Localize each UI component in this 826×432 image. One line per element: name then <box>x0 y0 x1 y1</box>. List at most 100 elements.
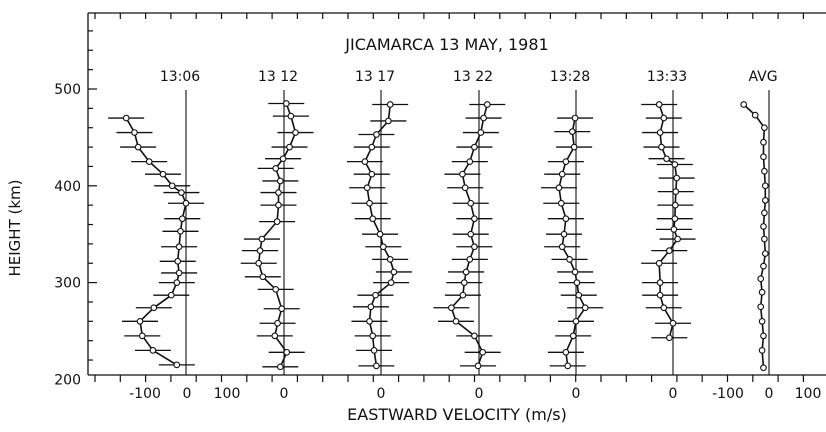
data-point <box>471 332 478 340</box>
data-point <box>674 235 681 243</box>
data-point <box>386 256 394 263</box>
data-point <box>467 230 475 238</box>
data-point <box>483 101 491 108</box>
data-point <box>149 347 157 354</box>
x-tick-label: 0 <box>377 386 386 402</box>
data-point <box>276 363 284 371</box>
data-point <box>177 227 184 235</box>
data-point <box>459 291 467 299</box>
data-point <box>761 167 768 175</box>
data-point <box>471 215 478 223</box>
series-label: 13:06 <box>160 69 200 85</box>
data-point <box>466 256 474 263</box>
data-point <box>761 196 769 204</box>
data-point <box>271 332 279 340</box>
data-point <box>558 243 566 251</box>
data-point <box>761 182 769 190</box>
y-tick-label: 400 <box>54 179 81 195</box>
data-point <box>167 291 175 299</box>
y-tick-label: 300 <box>54 276 81 292</box>
data-point <box>658 143 665 151</box>
data-point <box>367 303 375 311</box>
data-point <box>373 362 380 370</box>
data-point <box>276 177 284 185</box>
data-point <box>560 230 568 238</box>
data-point <box>660 114 668 122</box>
data-point <box>178 189 185 196</box>
series-label: 13:33 <box>647 69 687 85</box>
data-point <box>760 223 767 230</box>
data-point <box>564 362 572 370</box>
data-point <box>273 218 281 225</box>
data-point <box>656 279 664 286</box>
data-point <box>461 184 469 192</box>
data-point <box>758 317 766 325</box>
data-point <box>368 143 376 151</box>
data-point <box>368 170 376 178</box>
data-point <box>272 286 280 293</box>
data-point <box>138 332 146 340</box>
data-point <box>173 279 181 286</box>
x-tick-label: 0 <box>280 386 289 402</box>
data-point <box>363 184 371 192</box>
data-point <box>278 305 286 313</box>
data-point <box>471 243 478 251</box>
data-point <box>122 114 130 122</box>
profile-panels: 13:06 13 12 13 17 13 22 13:28 13:33 AVG <box>108 69 778 375</box>
panel: 13:06 <box>108 69 204 375</box>
data-point <box>379 243 387 251</box>
x-tick-label: 0 <box>183 386 192 402</box>
data-point <box>452 317 460 325</box>
data-point <box>671 215 679 223</box>
data-point <box>373 131 380 138</box>
panel: 13 12 <box>240 69 314 375</box>
data-point <box>751 111 759 119</box>
data-point <box>287 112 295 120</box>
data-point <box>562 215 570 223</box>
data-point <box>558 170 566 178</box>
data-point <box>131 129 138 136</box>
x-tick-label: -100 <box>712 386 744 402</box>
data-point <box>369 332 377 340</box>
data-point <box>369 215 377 223</box>
data-point <box>136 317 144 325</box>
data-point <box>581 304 589 312</box>
series-label: 13 12 <box>258 69 298 85</box>
data-point <box>660 304 668 312</box>
data-point <box>562 158 570 165</box>
data-point <box>366 199 373 207</box>
data-point <box>757 303 765 311</box>
data-point <box>758 347 766 354</box>
data-point <box>390 268 398 276</box>
data-point <box>479 348 487 356</box>
data-point <box>174 257 182 265</box>
data-point <box>571 268 579 276</box>
data-point <box>656 129 664 136</box>
data-point <box>663 155 670 163</box>
y-tick-label: 500 <box>54 82 81 98</box>
data-point <box>460 279 468 286</box>
data-point <box>669 319 677 327</box>
x-tick-label: 100 <box>795 386 822 402</box>
data-point <box>175 269 183 277</box>
data-point <box>557 199 565 207</box>
data-point <box>570 143 578 151</box>
data-point <box>168 182 176 190</box>
data-point <box>673 174 681 182</box>
data-point <box>145 158 153 165</box>
data-point <box>462 268 470 276</box>
x-axis-label: EASTWARD VELOCITY (m/s) <box>347 405 567 424</box>
series-line <box>558 117 587 366</box>
data-point <box>656 291 664 299</box>
data-point <box>372 291 379 299</box>
data-point <box>672 188 680 195</box>
data-point <box>286 143 293 151</box>
series-line <box>257 103 297 368</box>
data-point <box>178 215 186 223</box>
data-point <box>376 230 384 238</box>
series-label: 13 22 <box>453 69 493 85</box>
data-point <box>386 101 394 108</box>
data-point <box>448 304 455 312</box>
data-point <box>282 100 290 107</box>
panel: 13 17 <box>346 69 412 375</box>
